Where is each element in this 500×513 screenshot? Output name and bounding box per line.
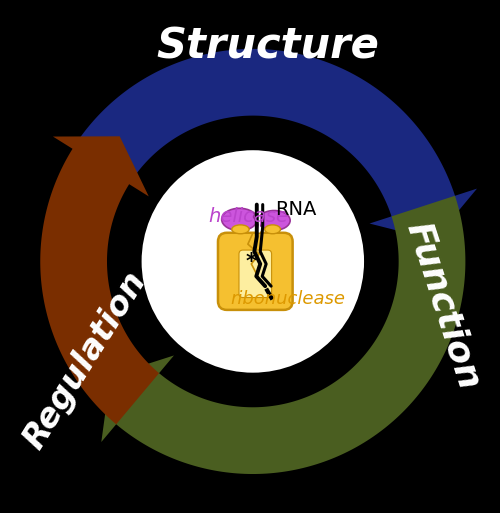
Ellipse shape (264, 225, 280, 234)
FancyBboxPatch shape (218, 233, 292, 310)
Text: ribonuclease: ribonuclease (230, 289, 345, 307)
Text: Function: Function (400, 218, 486, 394)
Polygon shape (102, 196, 466, 474)
Text: RNA: RNA (275, 200, 316, 219)
Text: *: * (246, 252, 257, 272)
Polygon shape (40, 136, 159, 424)
Ellipse shape (258, 210, 290, 230)
Text: helicase: helicase (208, 207, 288, 226)
Ellipse shape (232, 225, 249, 234)
Text: Regulation: Regulation (17, 266, 152, 455)
Circle shape (142, 150, 364, 372)
Text: Structure: Structure (156, 26, 379, 67)
Ellipse shape (222, 208, 258, 230)
Polygon shape (72, 49, 477, 240)
FancyBboxPatch shape (239, 250, 272, 298)
